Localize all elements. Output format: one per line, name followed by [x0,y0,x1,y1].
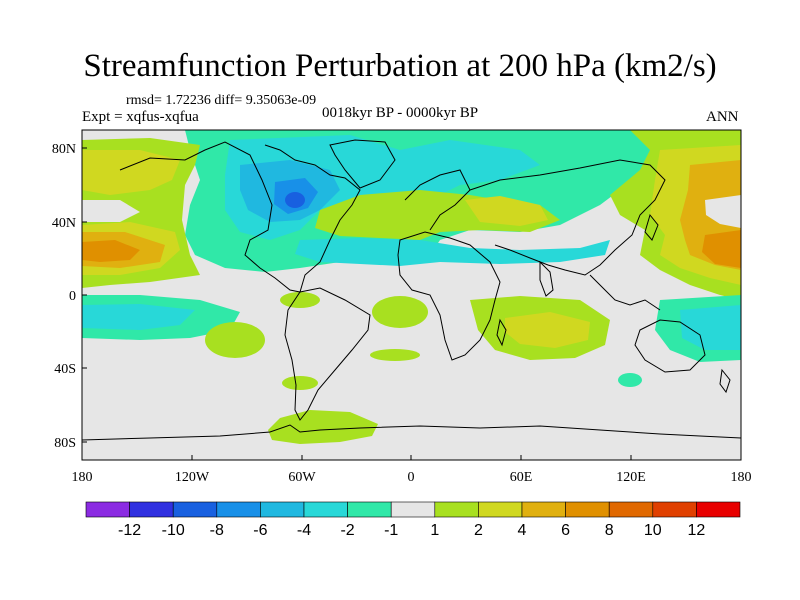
y-tick-label: 80S [54,436,76,451]
coast-antarctica [82,424,741,441]
contour-asia-ridge-2 [465,196,548,226]
x-tick-label: 180 [731,470,752,485]
contour-field [82,130,741,460]
contour-npacific-trough-hole [705,195,741,228]
x-tick-label: 60W [288,470,316,485]
coast-australia [634,319,706,373]
contour-sindian-ridge-2 [505,312,590,348]
coast-new-zealand [719,368,731,394]
y-tick-label: 40S [54,362,76,377]
colorbar-label: -12 [118,522,141,539]
contour-ridge-sw-pacific [205,322,265,358]
y-tick-label: 0 [69,289,76,304]
contour-se-asia-trough-2 [680,305,741,350]
colorbar-label: 1 [430,522,439,539]
colorbar-bin [129,501,174,518]
colorbar-bin [172,501,218,518]
contour-npacific-ridge-6 [702,230,741,268]
coast-greenland [329,139,396,189]
colorbar-label: 4 [518,522,527,539]
coast-india [539,260,554,297]
colorbar-bin [303,501,348,518]
axis-ticks [81,147,742,460]
colorbar-bin [434,501,479,518]
period-text: 0018kyr BP - 0000kyr BP [322,105,479,121]
contour-spacific-trough-2 [82,304,195,330]
coastlines [82,139,741,441]
colorbar-label: -2 [340,522,354,539]
colorbar-label: -1 [384,522,398,539]
y-tick-label: 40N [52,216,76,231]
experiment-text: Expt = xqfus-xqfua [82,109,199,125]
colorbar-label: 8 [605,522,614,539]
colorbar-bin [608,501,654,518]
colorbar-label: 2 [474,522,483,539]
contour-ridge-argentina [282,376,318,390]
colorbar-label: 10 [644,522,662,539]
colorbar-label: 12 [688,522,706,539]
colorbar-label: 6 [561,522,570,539]
contour-ridge-caribbean [280,292,320,308]
colorbar-bin [565,501,610,518]
coast-north-america [119,141,361,293]
colorbar-bin [478,501,523,518]
colorbar-bin [85,501,130,518]
coast-asia [469,159,666,276]
coast-madagascar [496,318,507,347]
contour-namerica-trough-core [285,192,305,208]
coast-europe [404,169,471,231]
colorbar-bin [390,501,436,518]
stats-text: rmsd= 1.72236 diff= 9.35063e-09 [126,93,317,108]
contour-npacific-west-ridge-6 [82,240,140,262]
contour-ridge-atlantic-eq [372,296,428,328]
map-title: Streamfunction Perturbation at 200 hPa (… [83,48,717,84]
colorbar-bin [216,501,261,518]
contour-npacific-west-hole [82,200,140,222]
colorbar: -12 -10 -8 -6 -4 -2 -1 1 2 4 6 8 10 12 [85,501,741,539]
colorbar-bin [260,501,305,518]
contour-ridge-s-atlantic-small [370,349,420,361]
coast-south-america [284,287,371,421]
x-tick-label: 120W [175,470,210,485]
y-tick-label: 80N [52,142,76,157]
contour-trough-s-indian-small [618,373,642,387]
x-tick-label: 60E [510,470,533,485]
colorbar-bin [652,501,697,518]
colorbar-label: -8 [210,522,224,539]
colorbar-label: -6 [253,522,267,539]
contour-npacific-west-ridge-2 [82,150,180,195]
colorbar-label: -4 [297,522,311,539]
coast-japan [644,213,659,241]
x-tick-label: 180 [72,470,93,485]
contour-southern-ocean-ridge [268,410,378,444]
coast-se-asia [589,274,661,311]
colorbar-label: -10 [162,522,185,539]
x-tick-label: 0 [408,470,415,485]
season-text: ANN [706,109,739,125]
coast-africa [397,231,501,361]
colorbar-bin [521,501,566,518]
colorbar-bin [347,501,392,518]
colorbar-bin [696,501,741,518]
x-tick-label: 120E [616,470,646,485]
